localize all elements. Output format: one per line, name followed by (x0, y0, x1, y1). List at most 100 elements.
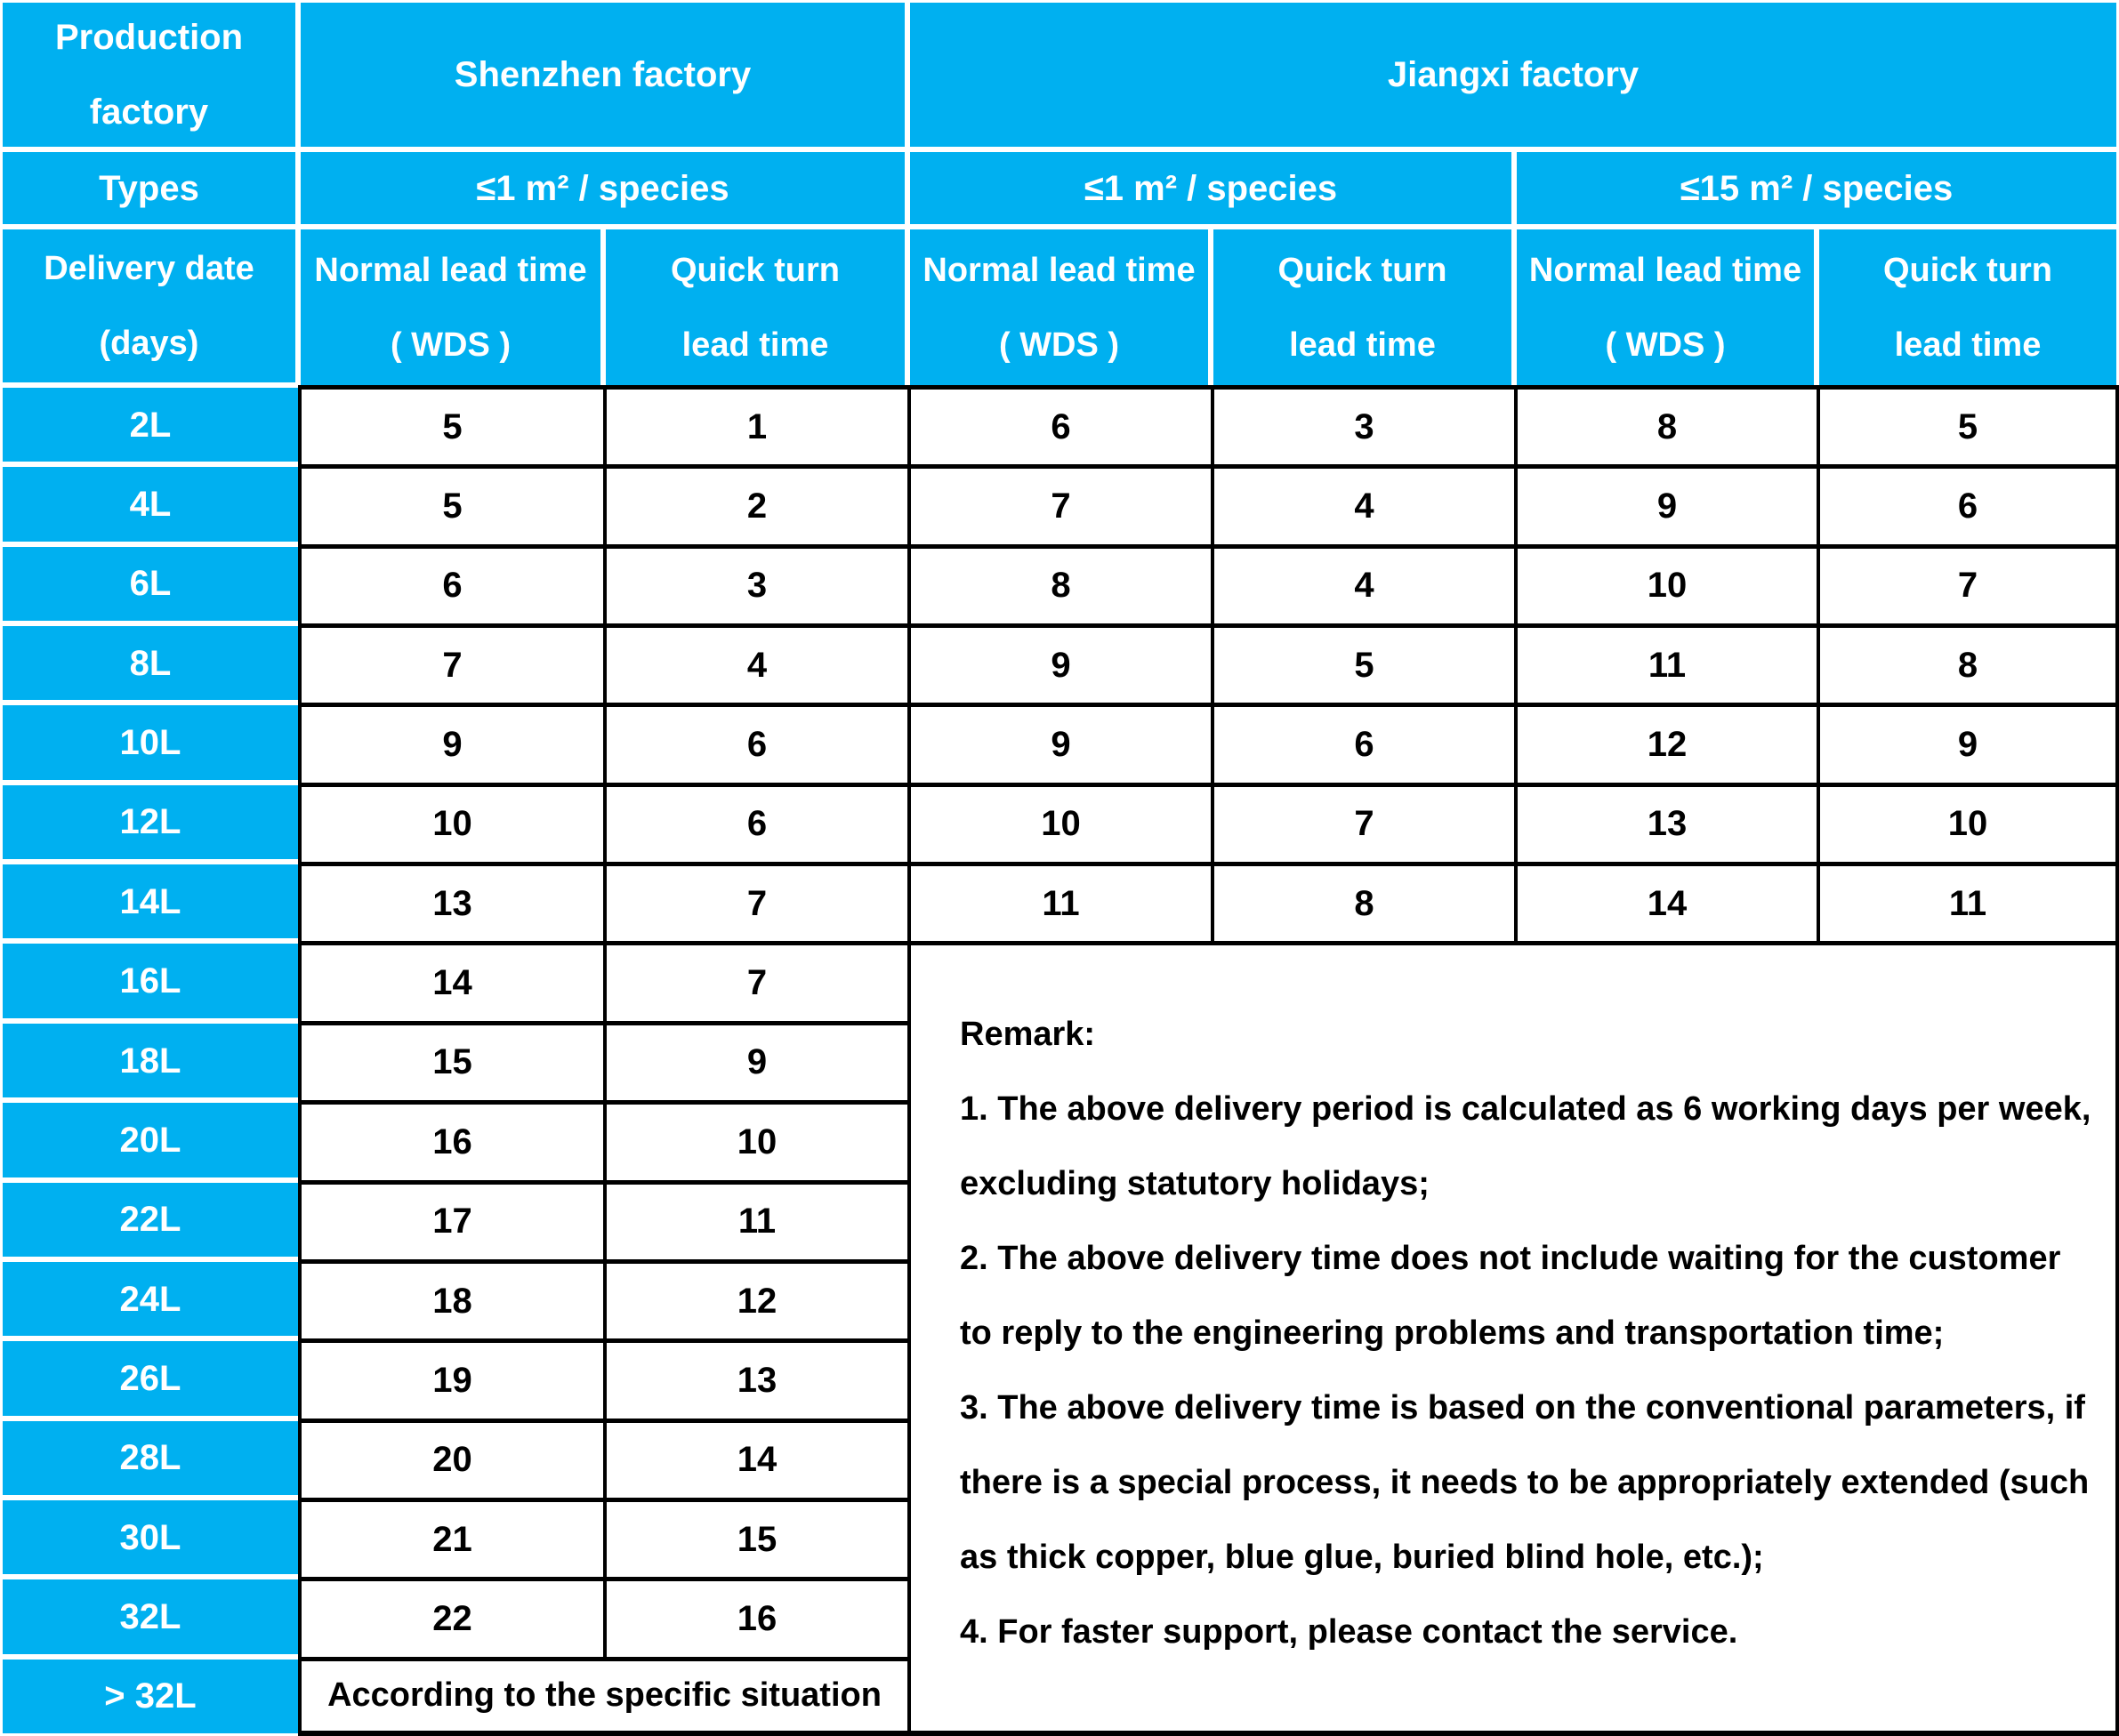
row-label: 10L (0, 703, 298, 783)
lead-time-cell: 14 (1514, 862, 1817, 942)
lead-time-cell: 7 (907, 464, 1211, 544)
lead-time-cell: 14 (603, 1418, 907, 1498)
lead-time-cell: 7 (298, 623, 603, 703)
header-line: ≤1 m² / species (1084, 168, 1338, 208)
header-shenzhen-factory: Shenzhen factory (298, 0, 907, 149)
lead-time-cell: 11 (907, 862, 1211, 942)
type-group-jiangxi-small: ≤1 m² / species (907, 149, 1514, 227)
header-types: Types (0, 149, 298, 227)
row-label-text: > 32L (104, 1676, 197, 1716)
lead-time-cell: 13 (603, 1338, 907, 1419)
lead-time-cell: 9 (1514, 464, 1817, 544)
row-label-text: 20L (119, 1120, 181, 1160)
lead-time-cell: 9 (298, 703, 603, 783)
lead-time-cell: 10 (603, 1100, 907, 1180)
lead-time-cell: 4 (1211, 543, 1514, 624)
row-label: 2L (0, 385, 298, 465)
header-line: lead time (1289, 326, 1436, 364)
remark-item: 4. For faster support, please contact th… (960, 1613, 1738, 1652)
lead-time-cell: 7 (1817, 543, 2119, 624)
lead-time-cell: 19 (298, 1338, 603, 1419)
lead-time-cell: 18 (298, 1258, 603, 1339)
type-group-shenzhen: ≤1 m² / species (298, 149, 907, 227)
lead-time-cell: 5 (298, 464, 603, 544)
row-label-text: 18L (119, 1041, 181, 1081)
lead-time-cell: 3 (603, 543, 907, 624)
row-label: 32L (0, 1577, 298, 1657)
row-label: 6L (0, 543, 298, 624)
lead-time-cell: 6 (298, 543, 603, 624)
header-line: ≤1 m² / species (476, 168, 729, 208)
header-line: Quick turn (1882, 251, 2053, 289)
header-line: Jiangxi factory (1387, 55, 1640, 94)
header-line: Normal lead time (1528, 251, 1802, 289)
lead-time-cell: 9 (907, 703, 1211, 783)
remark-item: 3. The above delivery time is based on t… (960, 1389, 2090, 1577)
header-jx1-normal-lead-time: Normal lead time ( WDS ) (907, 227, 1211, 385)
header-line: Delivery date (44, 250, 254, 287)
lead-time-cell: 9 (603, 1020, 907, 1101)
row-label: 12L (0, 782, 298, 863)
lead-time-cell: 10 (907, 782, 1211, 863)
lead-time-cell: 13 (298, 862, 603, 942)
header-line: Shenzhen factory (454, 55, 752, 94)
row-label: 18L (0, 1020, 298, 1101)
over-32l-note: According to the specific situation (298, 1656, 907, 1736)
header-delivery-date: Delivery date (days) (0, 227, 298, 385)
lead-time-cell: 8 (1514, 385, 1817, 465)
row-label: 20L (0, 1100, 298, 1180)
header-line: Quick turn (1277, 251, 1447, 289)
header-line: Types (99, 168, 199, 208)
lead-time-cell: 10 (1514, 543, 1817, 624)
row-label: 14L (0, 862, 298, 942)
header-line: (days) (99, 325, 199, 362)
lead-time-cell: 8 (1211, 862, 1514, 942)
lead-time-cell: 7 (1211, 782, 1514, 863)
remark-item: 1. The above delivery period is calculat… (960, 1090, 2091, 1203)
lead-time-cell: 7 (603, 862, 907, 942)
header-line: Normal lead time (314, 251, 587, 289)
row-label: 8L (0, 623, 298, 703)
row-label: 16L (0, 941, 298, 1021)
lead-time-cell: 5 (1211, 623, 1514, 703)
lead-time-cell: 5 (1817, 385, 2119, 465)
lead-time-cell: 10 (1817, 782, 2119, 863)
lead-time-cell: 16 (298, 1100, 603, 1180)
header-line: lead time (681, 326, 829, 364)
type-group-jiangxi-large: ≤15 m² / species (1514, 149, 2119, 227)
header-line: ( WDS ) (1605, 326, 1726, 364)
lead-time-cell: 5 (298, 385, 603, 465)
lead-time-cell: 11 (603, 1179, 907, 1259)
lead-time-cell: 21 (298, 1497, 603, 1578)
header-line: factory (89, 92, 209, 132)
row-label: 4L (0, 464, 298, 544)
row-label-text: 22L (119, 1200, 181, 1240)
row-label-text: 32L (119, 1596, 181, 1636)
header-jx1-quick-turn: Quick turn lead time (1211, 227, 1514, 385)
lead-time-cell: 10 (298, 782, 603, 863)
row-label-text: 12L (119, 802, 181, 842)
remark-title: Remark: (960, 1016, 1096, 1054)
header-sz-quick-turn: Quick turn lead time (603, 227, 907, 385)
remark-block: Remark: 1. The above delivery period is … (907, 941, 2119, 1736)
row-label: 24L (0, 1258, 298, 1339)
header-jiangxi-factory: Jiangxi factory (907, 0, 2119, 149)
remark-item: 2. The above delivery time does not incl… (960, 1240, 2061, 1353)
lead-time-cell: 16 (603, 1577, 907, 1657)
lead-time-cell: 8 (1817, 623, 2119, 703)
lead-time-cell: 22 (298, 1577, 603, 1657)
lead-time-cell: 15 (603, 1497, 907, 1578)
row-label-text: 16L (119, 961, 181, 1001)
row-label-text: 26L (119, 1358, 181, 1398)
header-line: Production (54, 18, 244, 57)
row-label-text: 10L (119, 723, 181, 763)
row-label-text: 2L (129, 405, 172, 445)
lead-time-cell: 2 (603, 464, 907, 544)
lead-time-cell: 6 (603, 782, 907, 863)
lead-time-cell: 9 (907, 623, 1211, 703)
row-label-text: 24L (119, 1279, 181, 1319)
header-line: ( WDS ) (390, 326, 512, 364)
lead-time-cell: 6 (1211, 703, 1514, 783)
lead-time-cell: 12 (603, 1258, 907, 1339)
row-label: 30L (0, 1497, 298, 1578)
